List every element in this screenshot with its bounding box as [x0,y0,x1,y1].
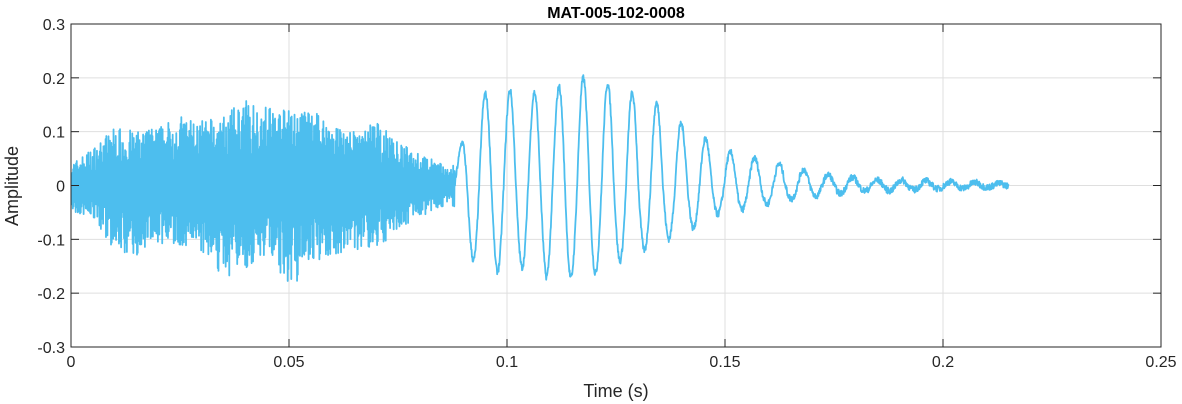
y-tick-label: 0.3 [43,17,65,34]
y-axis-label: Amplitude [2,146,22,226]
y-tick-label: 0 [56,179,65,196]
x-axis-label: Time (s) [583,381,648,401]
waveform-line [71,74,1010,282]
y-tick-label: -0.2 [37,286,65,303]
axis-ticks: 0 0.05 0.1 0.15 0.2 0.25 -0.3 -0.2 -0.1 0 0.1 0.2 0.… [37,17,1176,371]
series-layer [71,74,1010,282]
x-tick-label: 0.2 [932,354,954,371]
x-tick-label: 0.25 [1145,354,1176,371]
y-tick-label: -0.3 [37,340,65,357]
x-tick-label: 0.15 [709,354,740,371]
chart-title: MAT-005-102-0008 [547,5,685,22]
x-tick-label: 0.1 [496,354,518,371]
y-tick-label: 0.2 [43,71,65,88]
x-tick-label: 0.05 [273,354,304,371]
y-tick-label: 0.1 [43,125,65,142]
x-tick-label: 0 [67,354,76,371]
y-tick-label: -0.1 [37,232,65,249]
